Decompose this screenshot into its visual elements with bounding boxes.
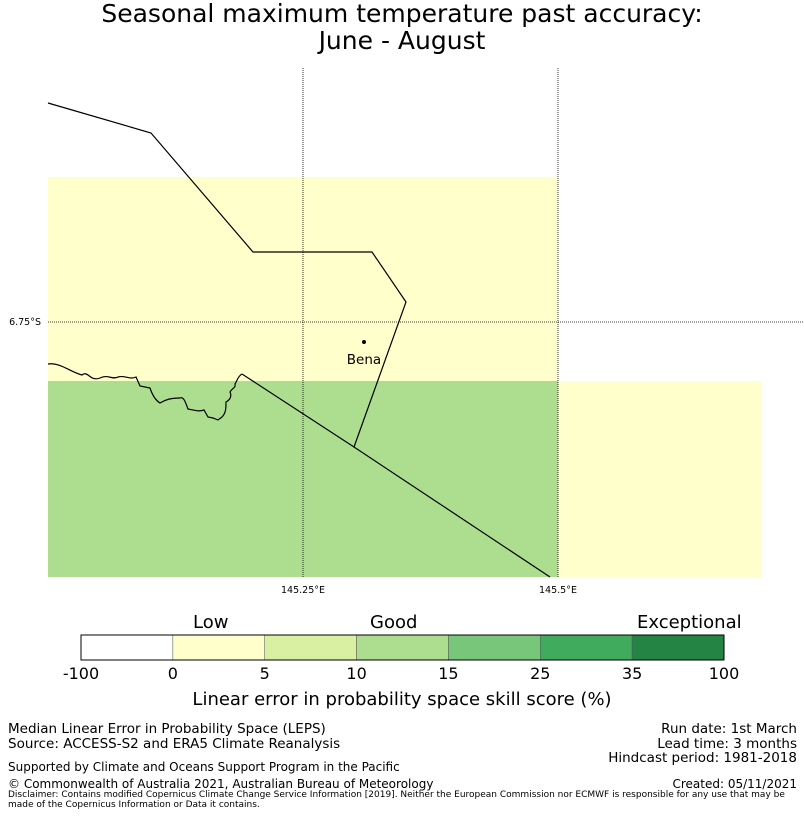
lat-label: 6.75°S <box>9 317 41 328</box>
chart-title-line1: Seasonal maximum temperature past accura… <box>101 0 703 28</box>
colorbar-segment <box>356 634 449 661</box>
place-label: Bena <box>347 352 381 368</box>
place-marker <box>362 340 366 344</box>
map-panel: Bena 6.75°S 145.25°E 145.5°E <box>9 68 804 596</box>
colorbar-segment <box>540 634 633 661</box>
colorbar-segment <box>264 634 357 661</box>
colorbar-tick-label: 5 <box>259 664 270 683</box>
cell-low-east <box>558 381 762 577</box>
colorbar-label: Linear error in probability space skill … <box>192 689 612 710</box>
footer-lead-time: Lead time: 3 months <box>657 736 797 752</box>
colorbar-tick-label: 100 <box>708 664 740 683</box>
colorbar-tick-label: 10 <box>346 664 367 683</box>
lon-label-145.25: 145.25°E <box>281 585 325 596</box>
colorbar-segment <box>448 634 541 661</box>
footer-source: Source: ACCESS-S2 and ERA5 Climate Reana… <box>8 736 341 752</box>
colorbar-category-low: Low <box>193 612 229 633</box>
footer-run-date: Run date: 1st March <box>661 721 797 737</box>
colorbar-segment <box>80 634 174 661</box>
colorbar-tick-label: 15 <box>438 664 459 683</box>
colorbar <box>80 634 725 661</box>
colorbar-category-good: Good <box>370 612 418 633</box>
river-line <box>47 363 243 421</box>
colorbar-tick-label: 25 <box>530 664 551 683</box>
chart-title-line2: June - August <box>318 26 486 55</box>
colorbar-tick-label: 0 <box>167 664 178 683</box>
colorbar-tick-label: 35 <box>621 664 643 683</box>
lon-label-145.5: 145.5°E <box>539 585 577 596</box>
footer-hindcast: Hindcast period: 1981-2018 <box>608 750 797 766</box>
province-boundary <box>47 102 407 448</box>
colorbar-tick-label: -100 <box>62 664 100 683</box>
footer-disclaimer: Disclaimer: Contains modified Copernicus… <box>8 790 785 810</box>
footer-created: Created: 05/11/2021 <box>672 777 797 791</box>
colorbar-segment <box>631 634 725 661</box>
footer-support: Supported by Climate and Oceans Support … <box>8 760 400 774</box>
colorbar-category-exceptional: Exceptional <box>637 612 742 633</box>
province-boundary-south <box>241 373 551 578</box>
colorbar-segment <box>172 634 265 661</box>
footer-method: Median Linear Error in Probability Space… <box>8 721 326 737</box>
footer-copyright: © Commonwealth of Australia 2021, Austra… <box>8 777 434 791</box>
